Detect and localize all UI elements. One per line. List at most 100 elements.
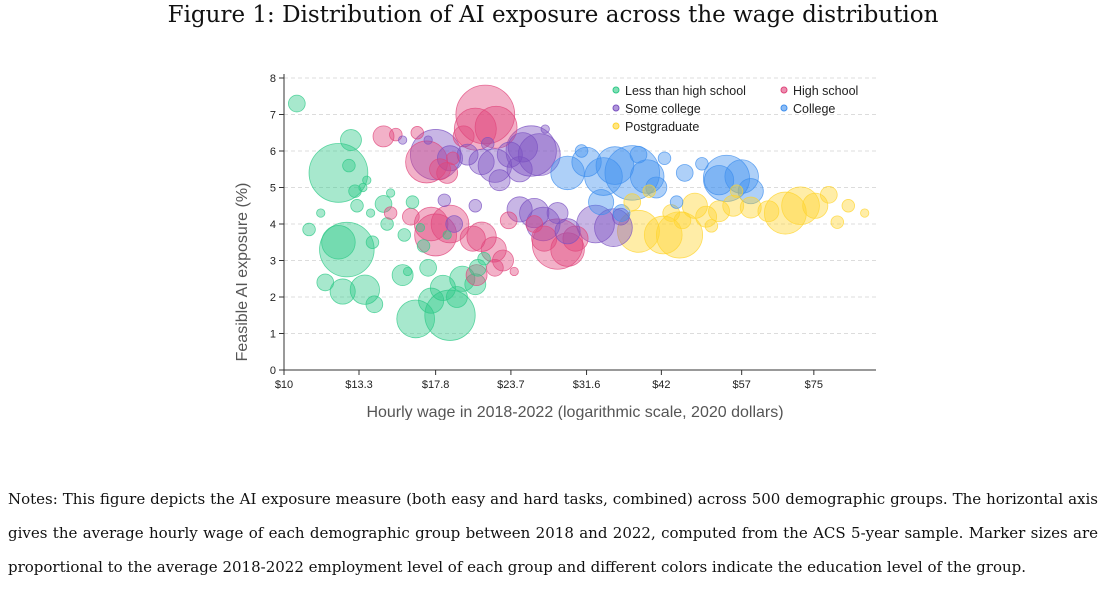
data-point — [830, 215, 845, 229]
y-tick-label: 2 — [270, 292, 276, 304]
data-point — [695, 157, 709, 171]
data-point — [468, 199, 483, 213]
data-point — [576, 204, 615, 244]
data-point — [506, 156, 533, 183]
x-tick-label: $13.3 — [345, 379, 373, 391]
data-point — [340, 129, 362, 151]
data-point — [781, 186, 820, 226]
data-point — [452, 125, 475, 148]
legend-label: High school — [793, 84, 858, 98]
data-point — [507, 132, 538, 163]
data-point — [681, 192, 708, 219]
x-tick-label: $23.7 — [497, 379, 525, 391]
data-point — [595, 146, 635, 185]
data-point — [481, 136, 495, 151]
data-point — [365, 208, 376, 218]
y-tick-label: 5 — [270, 183, 276, 195]
data-point — [550, 155, 585, 191]
data-point — [642, 184, 656, 198]
data-point — [540, 124, 550, 134]
data-point — [415, 223, 426, 233]
legend: Less than high school Some college Postgra… — [612, 84, 858, 134]
data-point — [429, 274, 456, 301]
data-point — [496, 141, 523, 168]
data-point — [319, 221, 375, 278]
data-point — [423, 135, 433, 145]
data-point — [380, 217, 394, 231]
x-tick-label: $57 — [732, 379, 750, 391]
legend-label: Less than high school — [625, 84, 746, 98]
y-tick-label: 4 — [270, 219, 276, 231]
data-point — [531, 225, 558, 252]
data-point — [442, 230, 452, 240]
x-tick-label: $17.8 — [422, 379, 450, 391]
data-point — [402, 207, 420, 226]
data-point — [436, 162, 459, 184]
data-point — [465, 264, 488, 287]
data-point — [673, 211, 692, 230]
scatter-chart: 0 1 2 3 4 5 6 7 8 $10 $13.3 $17.8 $23.7 $31.6 $42 $57 $7… — [234, 73, 876, 420]
legend-marker — [612, 104, 620, 112]
data-point — [675, 164, 694, 182]
data-point — [737, 178, 764, 205]
legend-label: Postgraduate — [625, 120, 699, 134]
data-point — [574, 144, 589, 158]
data-point — [546, 202, 569, 224]
data-point — [708, 200, 730, 223]
data-point — [820, 186, 838, 204]
data-point — [449, 265, 476, 292]
x-tick-label: $10 — [275, 379, 293, 391]
x-tick-label: $42 — [652, 379, 670, 391]
y-axis-label: Feasible AI exposure (%) — [234, 183, 251, 362]
data-point — [410, 126, 424, 140]
y-tick-label: 8 — [270, 73, 276, 85]
y-tick-label: 3 — [270, 256, 276, 268]
data-point — [486, 259, 504, 277]
data-point — [374, 195, 393, 213]
data-point — [383, 206, 398, 220]
legend-marker — [780, 86, 788, 94]
data-point — [729, 184, 744, 198]
data-point — [703, 165, 735, 196]
legend-label: Some college — [625, 102, 701, 116]
data-point — [429, 158, 451, 181]
data-point — [329, 278, 356, 305]
data-point — [629, 145, 648, 164]
x-tick-label: $31.6 — [573, 379, 601, 391]
data-point — [704, 219, 719, 233]
data-point — [410, 129, 462, 181]
data-point — [695, 205, 718, 228]
bubble-layer — [288, 84, 870, 341]
data-point — [455, 84, 516, 145]
data-point — [365, 235, 380, 249]
data-point — [321, 225, 356, 260]
data-point — [525, 215, 544, 233]
data-point — [405, 195, 420, 209]
data-point — [456, 143, 479, 166]
data-point — [342, 158, 356, 173]
data-point — [488, 169, 511, 192]
data-point — [669, 195, 684, 209]
data-point — [517, 133, 561, 177]
data-point — [416, 239, 431, 253]
data-point — [424, 289, 476, 341]
y-tick-label: 7 — [270, 110, 276, 122]
data-point — [464, 273, 487, 296]
data-point — [365, 295, 384, 314]
data-point — [588, 189, 615, 216]
data-point — [316, 273, 335, 292]
y-tick-label: 0 — [270, 365, 276, 377]
figure-notes: Notes: This figure depicts the AI exposu… — [8, 490, 1098, 576]
data-point — [391, 264, 414, 287]
data-point — [302, 222, 316, 237]
data-point — [468, 148, 495, 175]
data-point — [722, 194, 745, 217]
data-point — [437, 193, 452, 207]
data-point — [316, 208, 326, 218]
data-point — [739, 196, 762, 219]
data-point — [372, 125, 395, 148]
legend-marker — [780, 104, 788, 112]
data-point — [446, 151, 460, 166]
data-point — [459, 225, 486, 252]
data-point — [349, 274, 380, 305]
